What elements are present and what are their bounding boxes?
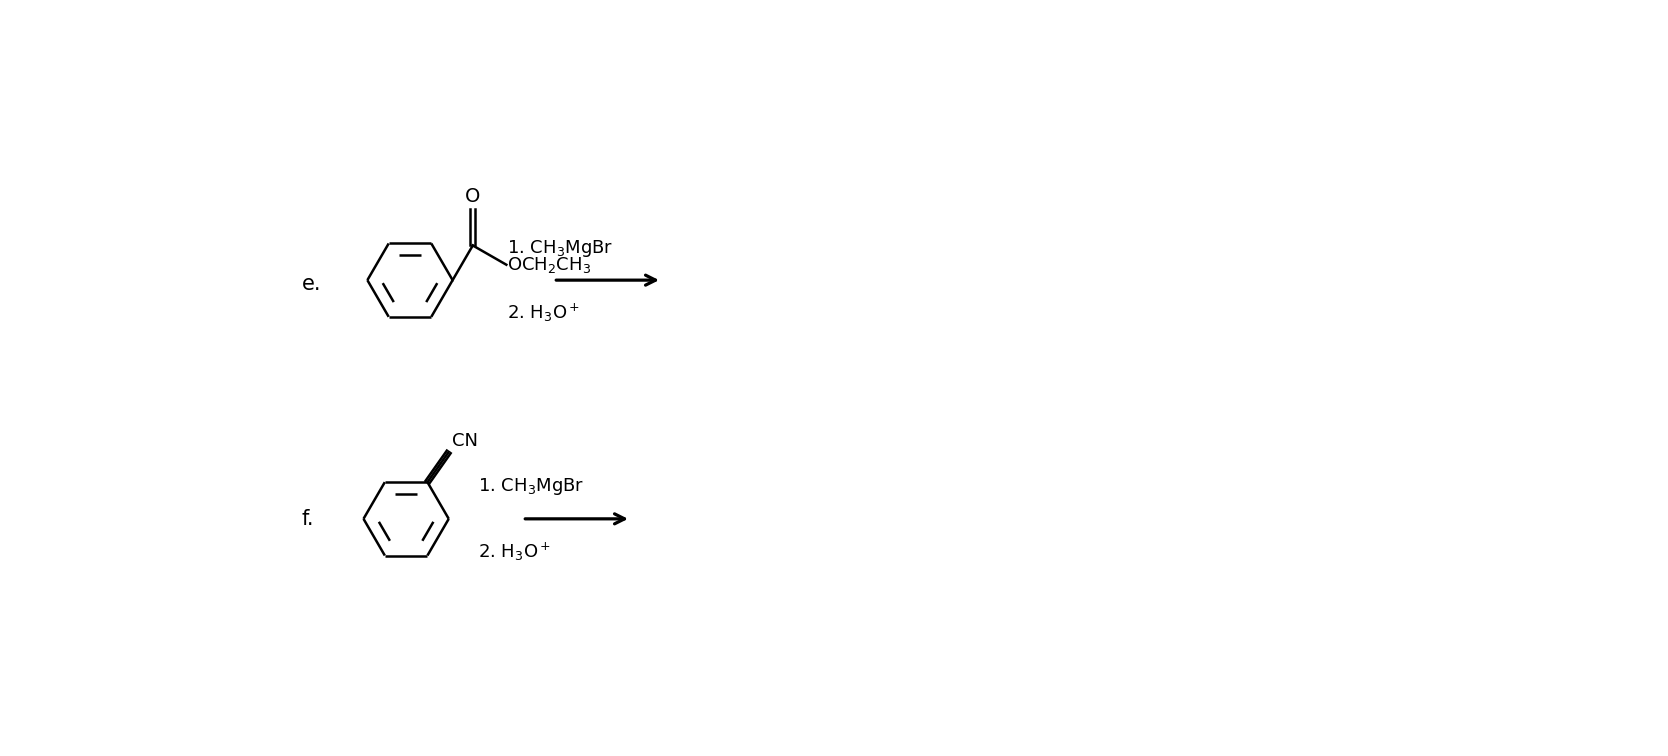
Text: f.: f.	[302, 509, 314, 529]
Text: 2. H$_3$O$^+$: 2. H$_3$O$^+$	[479, 541, 552, 562]
Text: OCH$_2$CH$_3$: OCH$_2$CH$_3$	[507, 255, 590, 274]
Text: O: O	[465, 187, 480, 206]
Text: e.: e.	[302, 274, 320, 294]
Text: 2. H$_3$O$^+$: 2. H$_3$O$^+$	[507, 302, 580, 324]
Text: 1. CH$_3$MgBr: 1. CH$_3$MgBr	[507, 237, 614, 259]
Text: CN: CN	[452, 432, 477, 451]
Text: 1. CH$_3$MgBr: 1. CH$_3$MgBr	[479, 476, 584, 497]
